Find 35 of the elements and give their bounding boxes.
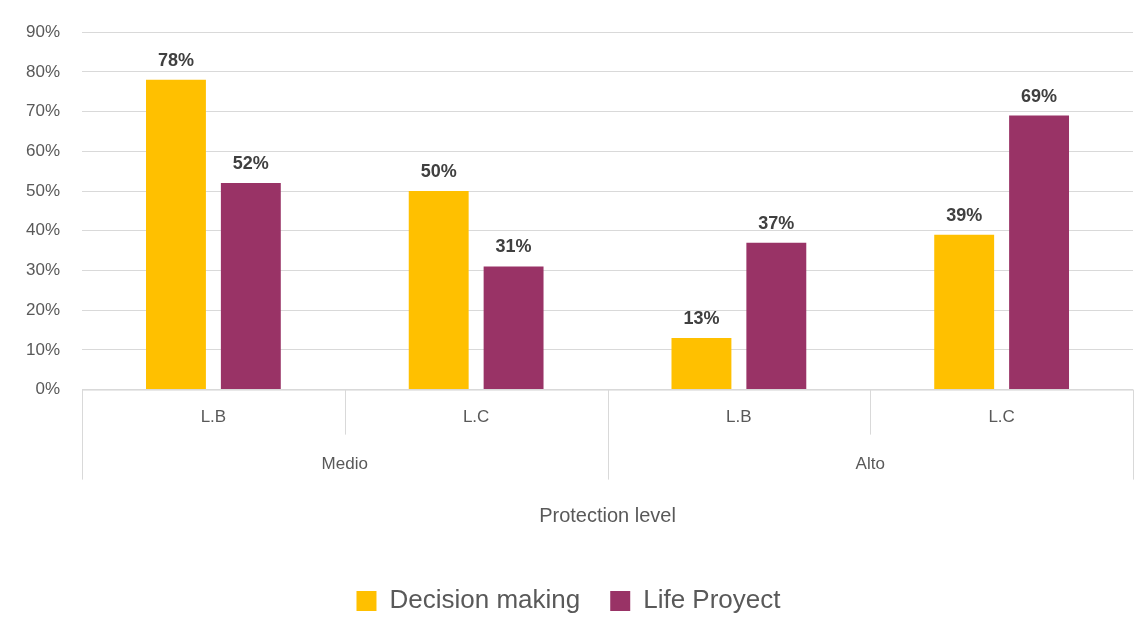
x-tick-label: L.C bbox=[462, 407, 490, 427]
y-tick-label: 0% bbox=[35, 379, 61, 399]
y-tick-label: 20% bbox=[25, 299, 61, 319]
y-tick-label: 80% bbox=[25, 61, 61, 81]
y-tick-label: 30% bbox=[25, 260, 61, 280]
text: 13% bbox=[683, 307, 720, 328]
text: 69% bbox=[1021, 85, 1058, 106]
legend-label: Life Proyect bbox=[643, 584, 782, 615]
text: 50% bbox=[420, 161, 457, 182]
text: 37% bbox=[758, 212, 795, 233]
bar bbox=[671, 337, 732, 390]
y-tick-label: 40% bbox=[25, 220, 61, 240]
text: Alto bbox=[855, 454, 885, 474]
bar bbox=[220, 183, 281, 390]
x-tick-label: L.B bbox=[200, 407, 227, 427]
y-tick-label: 60% bbox=[25, 141, 61, 161]
text: 78% bbox=[157, 49, 194, 70]
text: 31% bbox=[495, 236, 532, 257]
x-axis-title: Protection level bbox=[539, 503, 676, 526]
y-tick-label: 50% bbox=[25, 180, 61, 200]
bar bbox=[146, 79, 206, 390]
x-tick-label: L.B bbox=[726, 407, 752, 427]
y-tick-label: 10% bbox=[25, 339, 61, 359]
text: Medio bbox=[321, 454, 368, 474]
bar bbox=[934, 234, 995, 390]
bar bbox=[746, 242, 807, 390]
y-tick-label: 90% bbox=[25, 21, 61, 41]
text: 52% bbox=[232, 153, 269, 174]
bar bbox=[483, 266, 544, 390]
legend-label: Decision making bbox=[389, 584, 581, 615]
text: 39% bbox=[946, 204, 983, 225]
y-tick-label: 70% bbox=[25, 101, 61, 121]
bar bbox=[1009, 115, 1070, 390]
bar bbox=[408, 191, 469, 390]
x-tick-label: L.C bbox=[988, 407, 1015, 427]
